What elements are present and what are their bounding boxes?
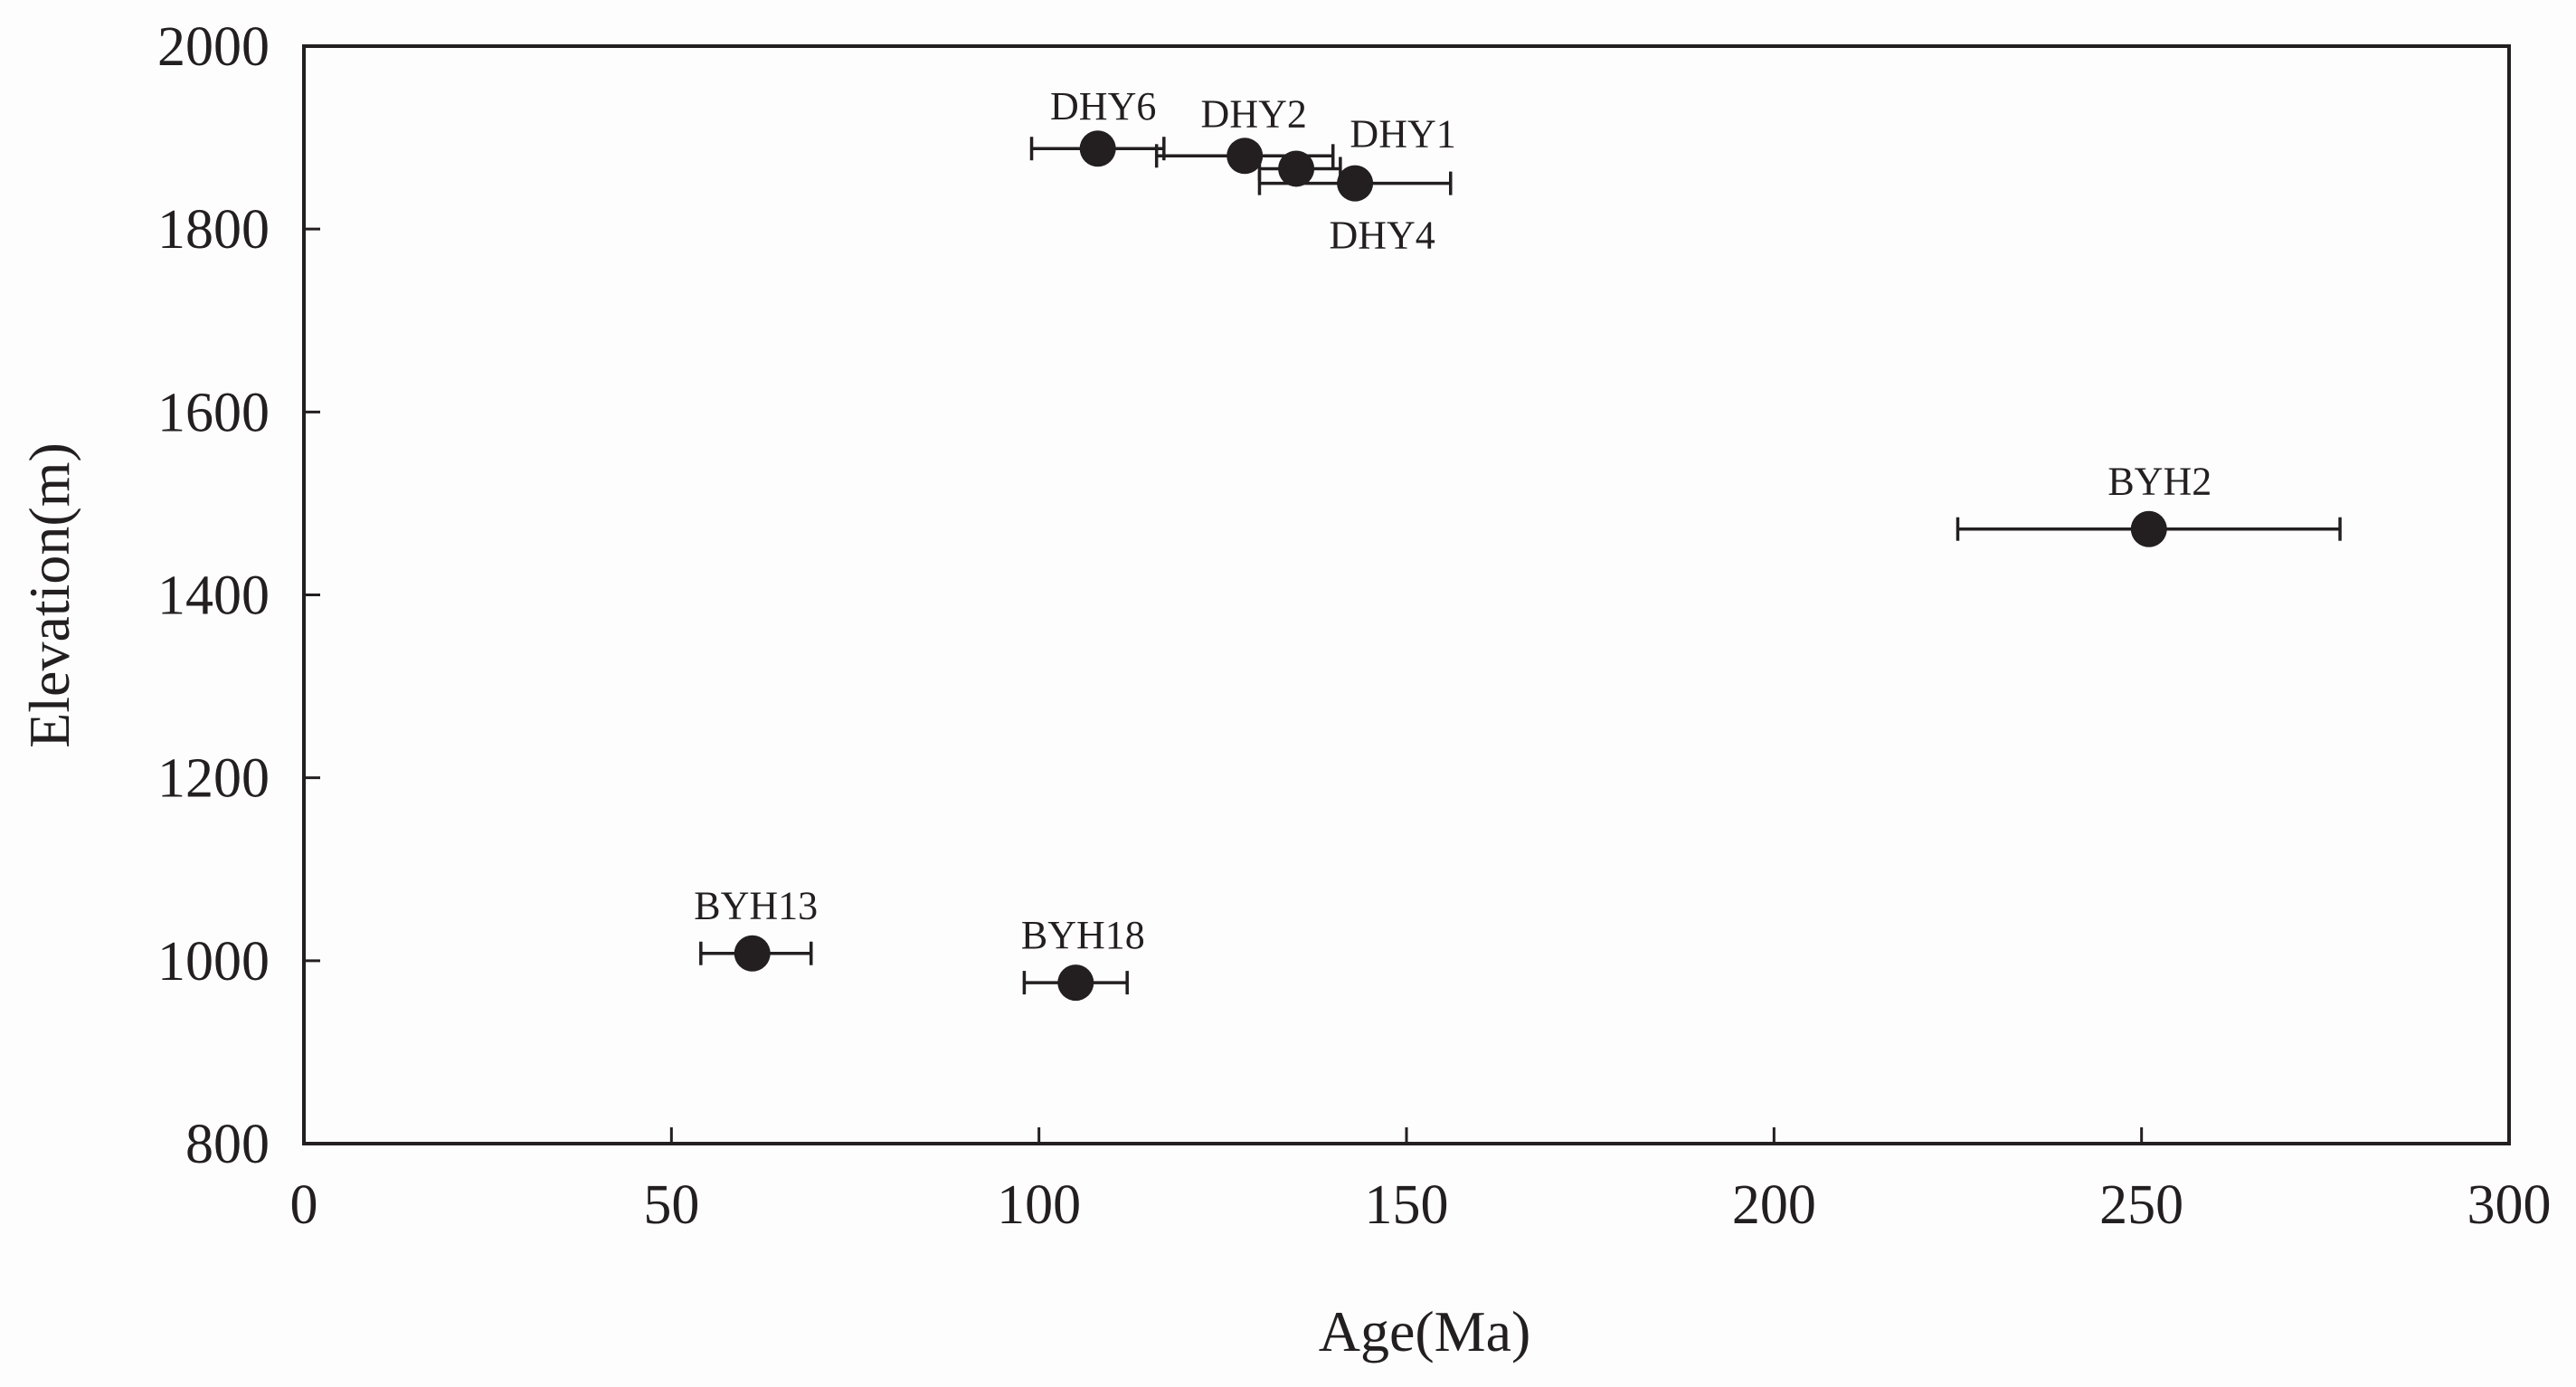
- y-tick-label: 2000: [157, 16, 270, 78]
- y-tick-label: 1200: [157, 748, 270, 810]
- y-axis-tick-labels: 800 1000 1200 1400 1600 1800 2000: [157, 16, 270, 1175]
- point-label-dhy4: DHY4: [1329, 214, 1435, 258]
- data-points: [734, 130, 2167, 1002]
- y-axis-title: Elevation(m): [17, 442, 81, 748]
- y-tick-label: 1400: [157, 565, 270, 627]
- y-axis-ticks: [304, 44, 320, 1145]
- x-tick-label: 150: [1365, 1174, 1449, 1236]
- point-label-dhy6: DHY6: [1050, 84, 1156, 128]
- data-point-byh13: [734, 935, 771, 972]
- y-tick-label: 1000: [157, 931, 270, 993]
- y-tick-label: 1800: [157, 199, 270, 261]
- data-point-byh2: [2130, 510, 2167, 547]
- data-point-byh18: [1057, 964, 1094, 1002]
- x-tick-label: 50: [643, 1174, 699, 1236]
- x-axis-tick-labels: 0 50 100 150 200 250 300: [290, 1174, 2552, 1236]
- x-axis-ticks: [302, 1127, 2511, 1144]
- y-tick-label: 800: [185, 1114, 270, 1175]
- x-tick-label: 300: [2467, 1174, 2552, 1236]
- x-axis-title: Age(Ma): [1319, 1299, 1531, 1363]
- point-label-dhy2: DHY2: [1201, 91, 1307, 136]
- x-tick-label: 250: [2099, 1174, 2183, 1236]
- point-label-byh13: BYH13: [694, 884, 818, 928]
- y-tick-label: 1600: [157, 382, 270, 443]
- x-tick-label: 100: [997, 1174, 1081, 1236]
- x-tick-label: 0: [290, 1174, 318, 1236]
- point-label-dhy1: DHY1: [1350, 111, 1455, 156]
- data-point-dhy1: [1278, 150, 1315, 187]
- data-point-dhy4: [1337, 165, 1374, 202]
- data-point-dhy2: [1226, 138, 1264, 175]
- point-label-byh18: BYH18: [1021, 913, 1145, 957]
- data-point-labels: DHY6 DHY2 DHY1 DHY4 BYH2 BYH13 BYH18: [694, 84, 2211, 957]
- data-point-dhy6: [1079, 130, 1116, 167]
- x-tick-label: 200: [1732, 1174, 1816, 1236]
- point-label-byh2: BYH2: [2107, 460, 2211, 504]
